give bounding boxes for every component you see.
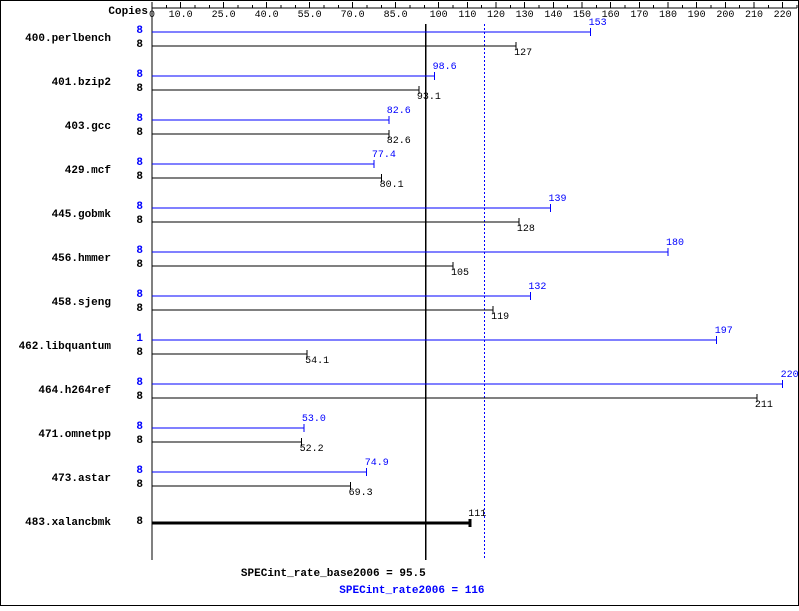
- value-base: 69.3: [349, 488, 373, 499]
- value-base: 111: [468, 509, 486, 520]
- value-peak: 132: [528, 282, 546, 293]
- value-peak: 180: [666, 238, 684, 249]
- axis-tick-label: 70.0: [341, 10, 365, 21]
- copies-peak: 8: [136, 201, 143, 213]
- axis-tick-label: 25.0: [212, 10, 236, 21]
- axis-tick-label: 100: [430, 10, 448, 21]
- summary-base: SPECint_rate_base2006 = 95.5: [241, 568, 426, 580]
- value-peak: 74.9: [365, 458, 389, 469]
- copies-base: 8: [136, 127, 143, 139]
- benchmark-name: 483.xalancbmk: [25, 517, 111, 529]
- axis-tick-label: 0: [149, 10, 155, 21]
- benchmark-name: 445.gobmk: [52, 209, 111, 221]
- value-peak: 153: [589, 18, 607, 29]
- spec-rate-chart: 010.025.040.055.070.085.0100110120130140…: [0, 0, 799, 606]
- axis-tick-label: 40.0: [255, 10, 279, 21]
- axis-tick-label: 140: [544, 10, 562, 21]
- value-base: 93.1: [417, 92, 441, 103]
- copies-base: 8: [136, 83, 143, 95]
- benchmark-name: 471.omnetpp: [38, 429, 111, 441]
- value-peak: 139: [548, 194, 566, 205]
- value-peak: 53.0: [302, 414, 326, 425]
- copies-peak: 8: [136, 377, 143, 389]
- copies-peak: 8: [136, 25, 143, 37]
- copies-peak: 8: [136, 289, 143, 301]
- copies-base: 8: [136, 435, 143, 447]
- axis-tick-label: 200: [716, 10, 734, 21]
- copies-base: 8: [136, 479, 143, 491]
- axis-tick-label: 85.0: [384, 10, 408, 21]
- value-base: 211: [755, 400, 773, 411]
- axis-tick-label: 220: [774, 10, 792, 21]
- benchmark-name: 464.h264ref: [38, 385, 111, 397]
- copies-peak: 8: [136, 157, 143, 169]
- copies-base: 8: [136, 39, 143, 51]
- benchmark-name: 400.perlbench: [25, 33, 111, 45]
- benchmark-name: 462.libquantum: [19, 341, 111, 353]
- benchmark-name: 429.mcf: [65, 165, 111, 177]
- benchmark-name: 456.hmmer: [52, 253, 111, 265]
- copies-base: 8: [136, 215, 143, 227]
- axis-tick-label: 180: [659, 10, 677, 21]
- value-peak: 82.6: [387, 106, 411, 117]
- value-peak: 98.6: [433, 62, 457, 73]
- copies-peak: 8: [136, 113, 143, 125]
- chart-svg: [0, 0, 799, 606]
- axis-tick-label: 120: [487, 10, 505, 21]
- value-base: 119: [491, 312, 509, 323]
- copies-base: 8: [136, 303, 143, 315]
- axis-tick-label: 10.0: [169, 10, 193, 21]
- value-base: 54.1: [305, 356, 329, 367]
- benchmark-name: 458.sjeng: [52, 297, 111, 309]
- value-peak: 77.4: [372, 150, 396, 161]
- summary-peak: SPECint_rate2006 = 116: [339, 585, 484, 597]
- copies-base: 8: [136, 516, 143, 528]
- axis-tick-label: 210: [745, 10, 763, 21]
- copies-peak: 8: [136, 245, 143, 257]
- copies-base: 8: [136, 347, 143, 359]
- axis-tick-label: 170: [630, 10, 648, 21]
- axis-tick-label: 110: [458, 10, 476, 21]
- benchmark-name: 403.gcc: [65, 121, 111, 133]
- value-base: 127: [514, 48, 532, 59]
- benchmark-name: 473.astar: [52, 473, 111, 485]
- copies-peak: 8: [136, 465, 143, 477]
- value-base: 105: [451, 268, 469, 279]
- copies-base: 8: [136, 171, 143, 183]
- copies-base: 8: [136, 259, 143, 271]
- copies-peak: 8: [136, 421, 143, 433]
- value-peak: 197: [715, 326, 733, 337]
- value-base: 82.6: [387, 136, 411, 147]
- axis-tick-label: 190: [688, 10, 706, 21]
- copies-peak: 8: [136, 69, 143, 81]
- value-base: 52.2: [300, 444, 324, 455]
- axis-tick-label: 130: [516, 10, 534, 21]
- copies-base: 8: [136, 391, 143, 403]
- value-base: 80.1: [380, 180, 404, 191]
- benchmark-name: 401.bzip2: [52, 77, 111, 89]
- copies-header: Copies: [108, 6, 148, 18]
- value-peak: 220: [781, 370, 799, 381]
- value-base: 128: [517, 224, 535, 235]
- copies-peak: 1: [136, 333, 143, 345]
- axis-tick-label: 55.0: [298, 10, 322, 21]
